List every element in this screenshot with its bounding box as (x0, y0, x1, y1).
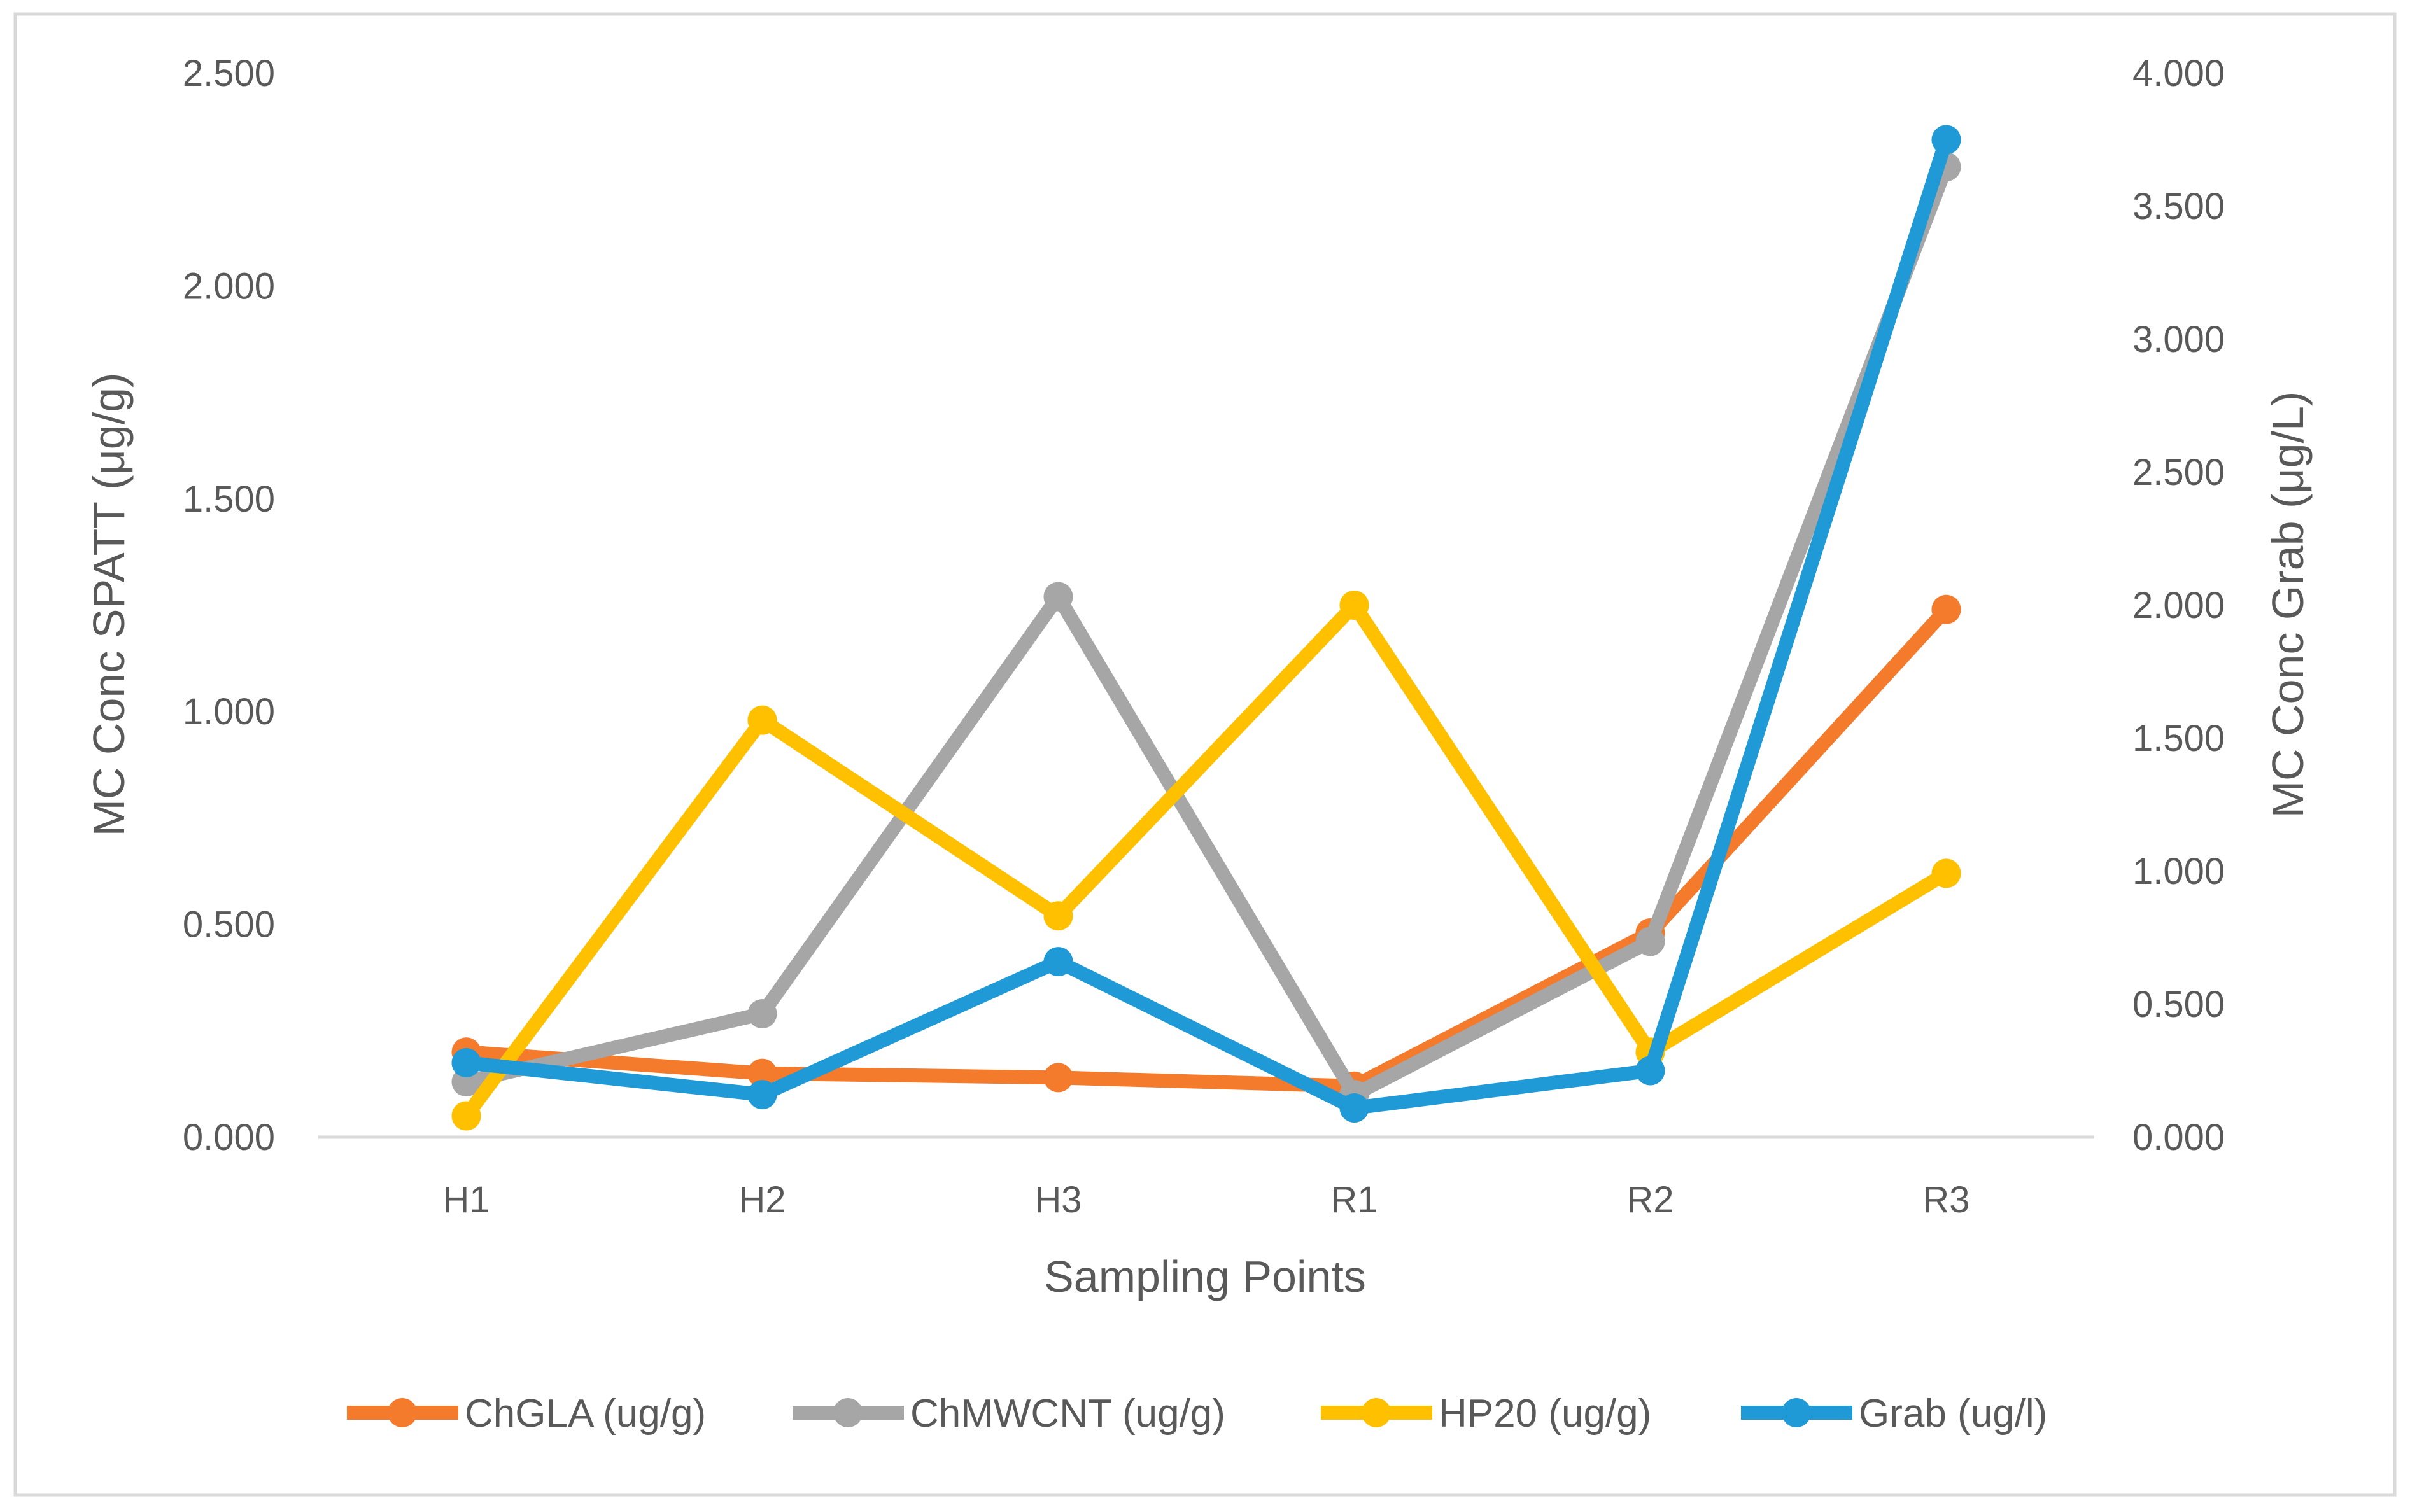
y2-tick-label: 3.000 (2132, 319, 2225, 360)
data-point (1043, 1063, 1073, 1093)
y2-tick-label: 1.000 (2132, 851, 2225, 892)
data-point (747, 999, 777, 1029)
series-line (459, 602, 1954, 1093)
x-axis-title: Sampling Points (1044, 1252, 1366, 1301)
y2-tick-label: 4.000 (2132, 53, 2225, 94)
legend-swatch-marker (1362, 1398, 1391, 1427)
data-point (747, 705, 777, 735)
x-tick-label: H3 (1034, 1179, 1082, 1221)
legend-entry: Grab (ug/l) (1741, 1392, 2047, 1436)
y-tick-label: 0.000 (183, 1117, 275, 1158)
y2-tick-label: 0.000 (2132, 1117, 2225, 1158)
legend-entry: HP20 (ug/g) (1321, 1392, 1651, 1436)
legend-swatch-marker (388, 1398, 417, 1427)
y-tick-label: 1.500 (183, 479, 275, 520)
data-point (451, 1101, 481, 1131)
legend-label: Grab (ug/l) (1859, 1392, 2047, 1436)
y2-tick-label: 0.500 (2132, 984, 2225, 1025)
legend-entry: ChGLA (ug/g) (347, 1392, 706, 1436)
x-axis-ticks: H1 H2 H3 R1 R2 R3 (442, 1179, 1970, 1221)
x-tick-label: R2 (1626, 1179, 1674, 1221)
y2-tick-label: 2.500 (2132, 452, 2225, 493)
legend: ChGLA (ug/g) ChMWCNT (ug/g) HP20 (ug/g) Gra… (347, 1392, 2047, 1436)
legend-label: HP20 (ug/g) (1439, 1392, 1651, 1436)
y2-axis-title: MC Conc Grab (μg/L) (2263, 391, 2313, 818)
data-point (1635, 927, 1665, 956)
y-tick-label: 2.500 (183, 53, 275, 94)
data-point (1043, 901, 1073, 931)
legend-label: ChGLA (ug/g) (465, 1392, 706, 1436)
right-axis-ticks: 0.000 0.500 1.000 1.500 2.000 2.500 3.000 3.500… (2132, 53, 2225, 1158)
legend-swatch-marker (833, 1398, 863, 1427)
data-point (1043, 947, 1073, 977)
y2-tick-label: 2.000 (2132, 585, 2225, 626)
series-3 (451, 125, 1961, 1123)
data-point (451, 1047, 481, 1077)
data-point (1339, 591, 1369, 620)
y2-tick-label: 1.500 (2132, 718, 2225, 759)
data-point (1931, 125, 1961, 155)
data-point (1931, 594, 1961, 624)
legend-swatch-marker (1782, 1398, 1811, 1427)
data-point (1931, 858, 1961, 888)
x-tick-label: R3 (1922, 1179, 1970, 1221)
series-line (459, 598, 1954, 1123)
y-axis-title: MC Conc SPATT (μg/g) (84, 373, 134, 837)
data-point (747, 1080, 777, 1110)
y-tick-label: 0.500 (183, 904, 275, 946)
series-line (459, 160, 1954, 1102)
data-point (1635, 1056, 1665, 1086)
x-tick-label: H1 (442, 1179, 490, 1221)
legend-label: ChMWCNT (ug/g) (910, 1392, 1225, 1436)
x-tick-label: H2 (738, 1179, 786, 1221)
left-axis-ticks: 0.000 0.500 1.000 1.500 2.000 2.500 (183, 53, 275, 1158)
y2-tick-label: 3.500 (2132, 186, 2225, 227)
series-layer (451, 125, 1961, 1131)
data-point (747, 1058, 777, 1088)
data-point (1043, 582, 1073, 612)
x-tick-label: R1 (1330, 1179, 1378, 1221)
y-tick-label: 1.000 (183, 691, 275, 732)
data-point (1339, 1093, 1369, 1123)
y-tick-label: 2.000 (183, 265, 275, 307)
legend-entry: ChMWCNT (ug/g) (793, 1392, 1225, 1436)
series-line (459, 132, 1954, 1116)
